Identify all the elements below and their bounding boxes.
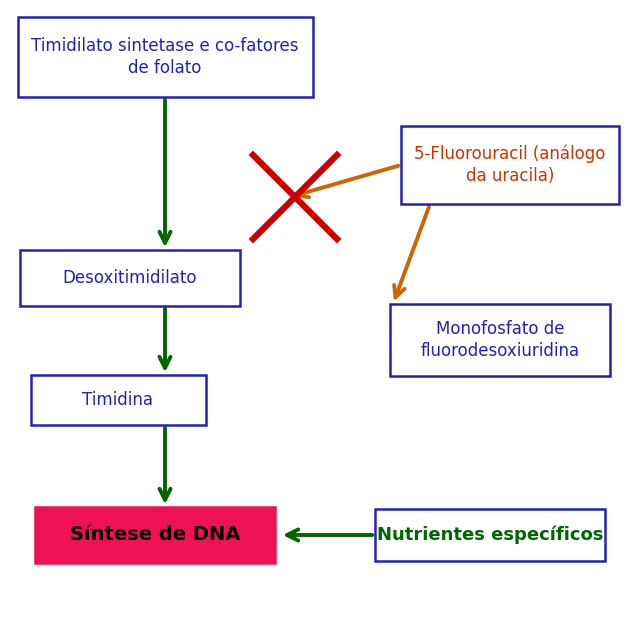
Text: 5-Fluorouracil (análogo
da uracila): 5-Fluorouracil (análogo da uracila) [415,144,605,185]
Text: Desoxitimidilato: Desoxitimidilato [63,269,197,287]
Text: Monofosfato de
fluorodesoxiuridina: Monofosfato de fluorodesoxiuridina [420,320,580,360]
Text: Síntese de DNA: Síntese de DNA [70,525,240,544]
FancyBboxPatch shape [35,507,275,563]
FancyBboxPatch shape [390,304,610,376]
FancyBboxPatch shape [30,375,205,425]
Text: Timidilato sintetase e co-fatores
de folato: Timidilato sintetase e co-fatores de fol… [31,37,299,77]
FancyBboxPatch shape [18,17,312,97]
FancyBboxPatch shape [375,509,605,561]
Text: Nutrientes específicos: Nutrientes específicos [377,526,603,544]
FancyBboxPatch shape [401,126,619,204]
FancyBboxPatch shape [20,250,240,306]
Text: Timidina: Timidina [83,391,154,409]
